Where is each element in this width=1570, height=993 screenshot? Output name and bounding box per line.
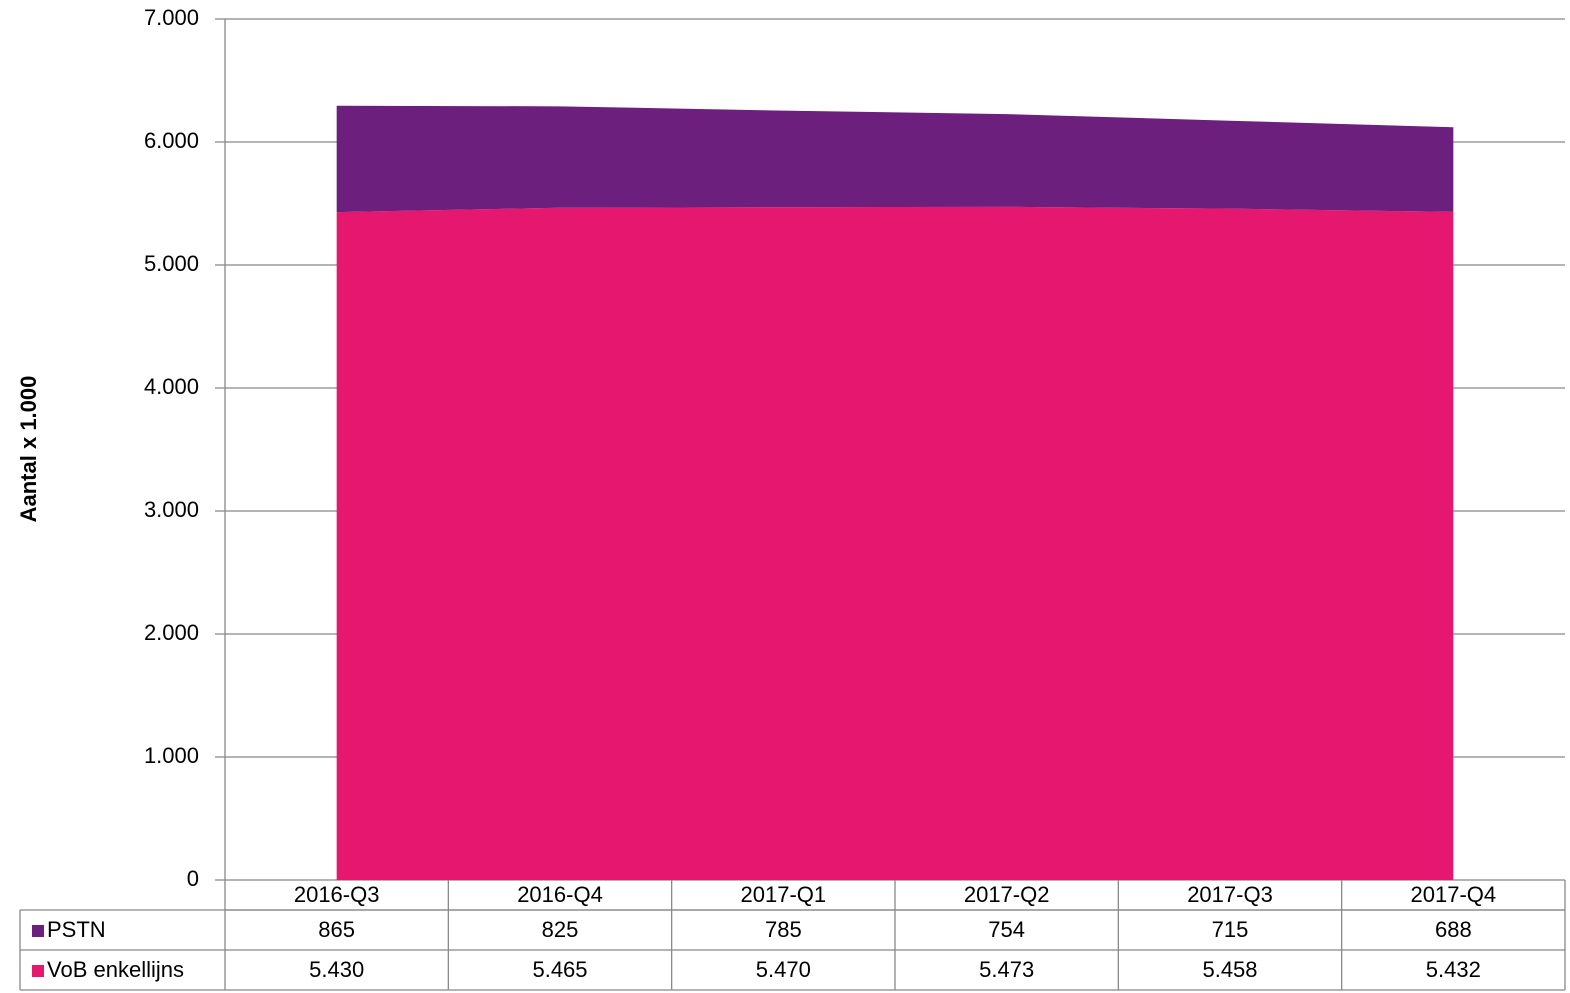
x-tick-label: 2017-Q2 <box>964 882 1050 907</box>
area <box>336 105 1454 213</box>
table-value: 785 <box>765 917 802 942</box>
x-tick-label: 2016-Q3 <box>294 882 380 907</box>
x-tick-label: 2017-Q4 <box>1411 882 1497 907</box>
table-value: 688 <box>1435 917 1472 942</box>
legend-label: PSTN <box>47 917 106 942</box>
x-tick-label: 2017-Q1 <box>741 882 827 907</box>
legend-label: VoB enkellijns <box>47 957 184 982</box>
table-value: 754 <box>988 917 1025 942</box>
table-value: 5.470 <box>756 957 811 982</box>
table-value: 5.473 <box>979 957 1034 982</box>
table-value: 865 <box>318 917 355 942</box>
y-tick-label: 2.000 <box>144 620 199 645</box>
y-tick-label: 7.000 <box>144 5 199 30</box>
table-value: 5.430 <box>309 957 364 982</box>
x-tick-label: 2016-Q4 <box>517 882 603 907</box>
y-tick-label: 4.000 <box>144 374 199 399</box>
y-tick-label: 5.000 <box>144 251 199 276</box>
table-value: 715 <box>1212 917 1249 942</box>
x-tick-label: 2017-Q3 <box>1187 882 1273 907</box>
legend-swatch <box>32 965 44 977</box>
y-tick-label: 0 <box>187 866 199 891</box>
y-tick-label: 1.000 <box>144 743 199 768</box>
table-value: 5.465 <box>532 957 587 982</box>
table-value: 5.458 <box>1202 957 1257 982</box>
table-value: 5.432 <box>1426 957 1481 982</box>
y-tick-label: 6.000 <box>144 128 199 153</box>
y-tick-label: 3.000 <box>144 497 199 522</box>
legend-swatch <box>32 925 44 937</box>
table-value: 825 <box>542 917 579 942</box>
y-axis-label: Aantal x 1.000 <box>16 376 41 523</box>
area <box>336 206 1454 881</box>
